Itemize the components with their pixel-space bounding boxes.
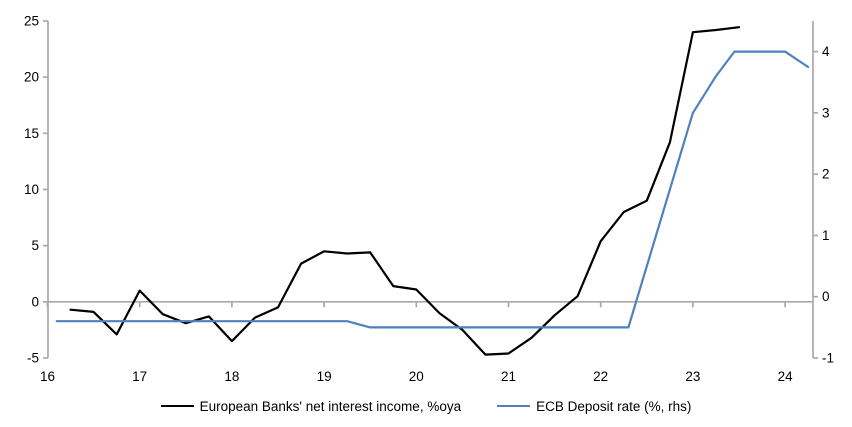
- left-axis-tick-label: 0: [31, 294, 39, 309]
- legend-item-ecb-deposit-rate: ECB Deposit rate (%, rhs): [497, 399, 691, 414]
- left-axis-tick-label: 20: [24, 70, 39, 85]
- x-axis-tick-label: 19: [317, 369, 332, 384]
- x-axis-tick-label: 18: [224, 369, 239, 384]
- x-axis-tick-label: 17: [132, 369, 147, 384]
- series-line-0: [69, 26, 741, 356]
- right-axis-tick-label: 2: [822, 167, 830, 182]
- legend-label-net-interest-income: European Banks' net interest income, %oy…: [199, 398, 462, 414]
- x-axis-tick-label: 23: [685, 369, 700, 384]
- x-axis-tick-label: 21: [501, 369, 516, 384]
- x-axis-tick-label: 24: [778, 369, 794, 384]
- black-line-sample-icon: [160, 405, 194, 407]
- legend-label-ecb-deposit-rate: ECB Deposit rate (%, rhs): [536, 398, 692, 414]
- right-axis-tick-label: 1: [822, 228, 830, 243]
- right-axis-tick-label: -1: [822, 351, 834, 366]
- right-axis-tick-label: 3: [822, 105, 830, 120]
- left-axis-tick-label: 15: [24, 126, 39, 141]
- left-axis-tick-label: -5: [27, 351, 39, 366]
- left-axis-tick-label: 5: [31, 238, 39, 253]
- left-axis-tick-label: 25: [24, 14, 39, 29]
- legend-item-net-interest-income: European Banks' net interest income, %oy…: [160, 398, 462, 414]
- right-axis-tick-label: 0: [822, 289, 830, 304]
- right-axis-tick-label: 4: [822, 44, 830, 59]
- blue-line-sample-icon: [497, 405, 531, 407]
- chart-legend: European Banks' net interest income, %oy…: [0, 394, 852, 418]
- x-axis-tick-label: 20: [409, 369, 424, 384]
- left-axis-tick-label: 10: [24, 182, 39, 197]
- series-line-1: [55, 50, 810, 329]
- x-axis-tick-label: 16: [40, 369, 55, 384]
- x-axis-tick-label: 22: [593, 369, 608, 384]
